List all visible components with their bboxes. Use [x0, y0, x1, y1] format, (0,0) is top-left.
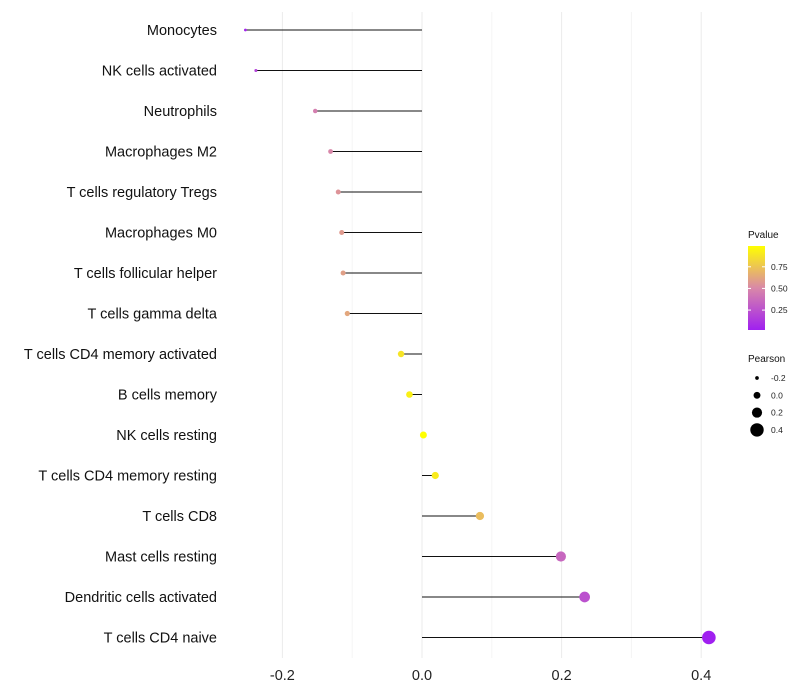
category-label: Dendritic cells activated — [65, 590, 217, 606]
category-label: T cells regulatory Tregs — [67, 185, 217, 201]
size-key-label: 0.0 — [771, 390, 783, 400]
x-axis-ticks: -0.2 0.0 0.2 0.4 — [270, 668, 711, 684]
data-point — [335, 189, 341, 195]
data-point — [555, 551, 566, 562]
data-point — [328, 149, 333, 154]
data-point — [579, 591, 590, 603]
colorbar-tick-label: 0.50 — [771, 283, 788, 293]
data-point — [397, 350, 405, 358]
category-label: T cells CD4 naive — [104, 631, 217, 647]
category-label: T cells CD8 — [142, 509, 217, 525]
category-label: T cells gamma delta — [88, 307, 218, 323]
pvalue-legend: Pvalue 0.25 0.50 0.75 — [748, 230, 788, 330]
category-label: NK cells resting — [116, 428, 217, 444]
data-point — [340, 270, 346, 276]
data-point — [406, 391, 413, 398]
category-label: Mast cells resting — [105, 550, 217, 566]
size-key-label: 0.2 — [771, 408, 783, 418]
pvalue-legend-ticks: 0.25 0.50 0.75 — [748, 262, 788, 315]
category-label: Macrophages M2 — [105, 145, 217, 161]
category-label: T cells follicular helper — [74, 266, 217, 282]
category-label: Neutrophils — [144, 104, 217, 120]
data-point — [419, 431, 427, 439]
pearson-legend-title: Pearson — [748, 354, 785, 365]
category-label: T cells CD4 memory resting — [38, 469, 217, 485]
category-label: NK cells activated — [102, 64, 217, 80]
category-labels: Monocytes NK cells activated Neutrophils Ma… — [24, 23, 218, 647]
lollipop-points — [244, 28, 716, 645]
colorbar-tick-label: 0.25 — [771, 305, 788, 315]
data-point — [312, 108, 318, 114]
data-point — [475, 511, 485, 521]
data-point — [244, 28, 247, 32]
data-point — [339, 229, 345, 236]
category-label: Macrophages M0 — [105, 226, 217, 242]
colorbar-tick-label: 0.75 — [771, 262, 788, 272]
pearson-legend-keys: -0.2 0.0 0.2 0.4 — [750, 373, 786, 437]
size-key-point — [755, 376, 759, 380]
lollipop-stems — [245, 29, 709, 638]
size-key-point — [753, 391, 761, 399]
size-key-point — [751, 407, 763, 418]
data-point — [254, 68, 258, 73]
x-tick-label: 0.0 — [412, 668, 432, 684]
data-point — [344, 310, 350, 317]
size-key-label: 0.4 — [771, 425, 783, 435]
data-point — [431, 471, 439, 480]
category-label: Monocytes — [147, 23, 217, 39]
size-key-point — [750, 423, 764, 437]
grid-lines — [281, 12, 702, 658]
x-tick-label: 0.4 — [691, 668, 711, 684]
x-tick-label: -0.2 — [270, 668, 295, 684]
x-tick-label: 0.2 — [552, 668, 572, 684]
pvalue-legend-title: Pvalue — [748, 230, 779, 241]
pearson-legend: Pearson -0.2 0.0 0.2 0.4 — [748, 354, 786, 437]
size-key-label: -0.2 — [771, 373, 786, 383]
data-point — [702, 630, 716, 645]
category-label: T cells CD4 memory activated — [24, 347, 217, 363]
category-label: B cells memory — [118, 388, 218, 404]
pvalue-colorbar — [748, 246, 765, 330]
